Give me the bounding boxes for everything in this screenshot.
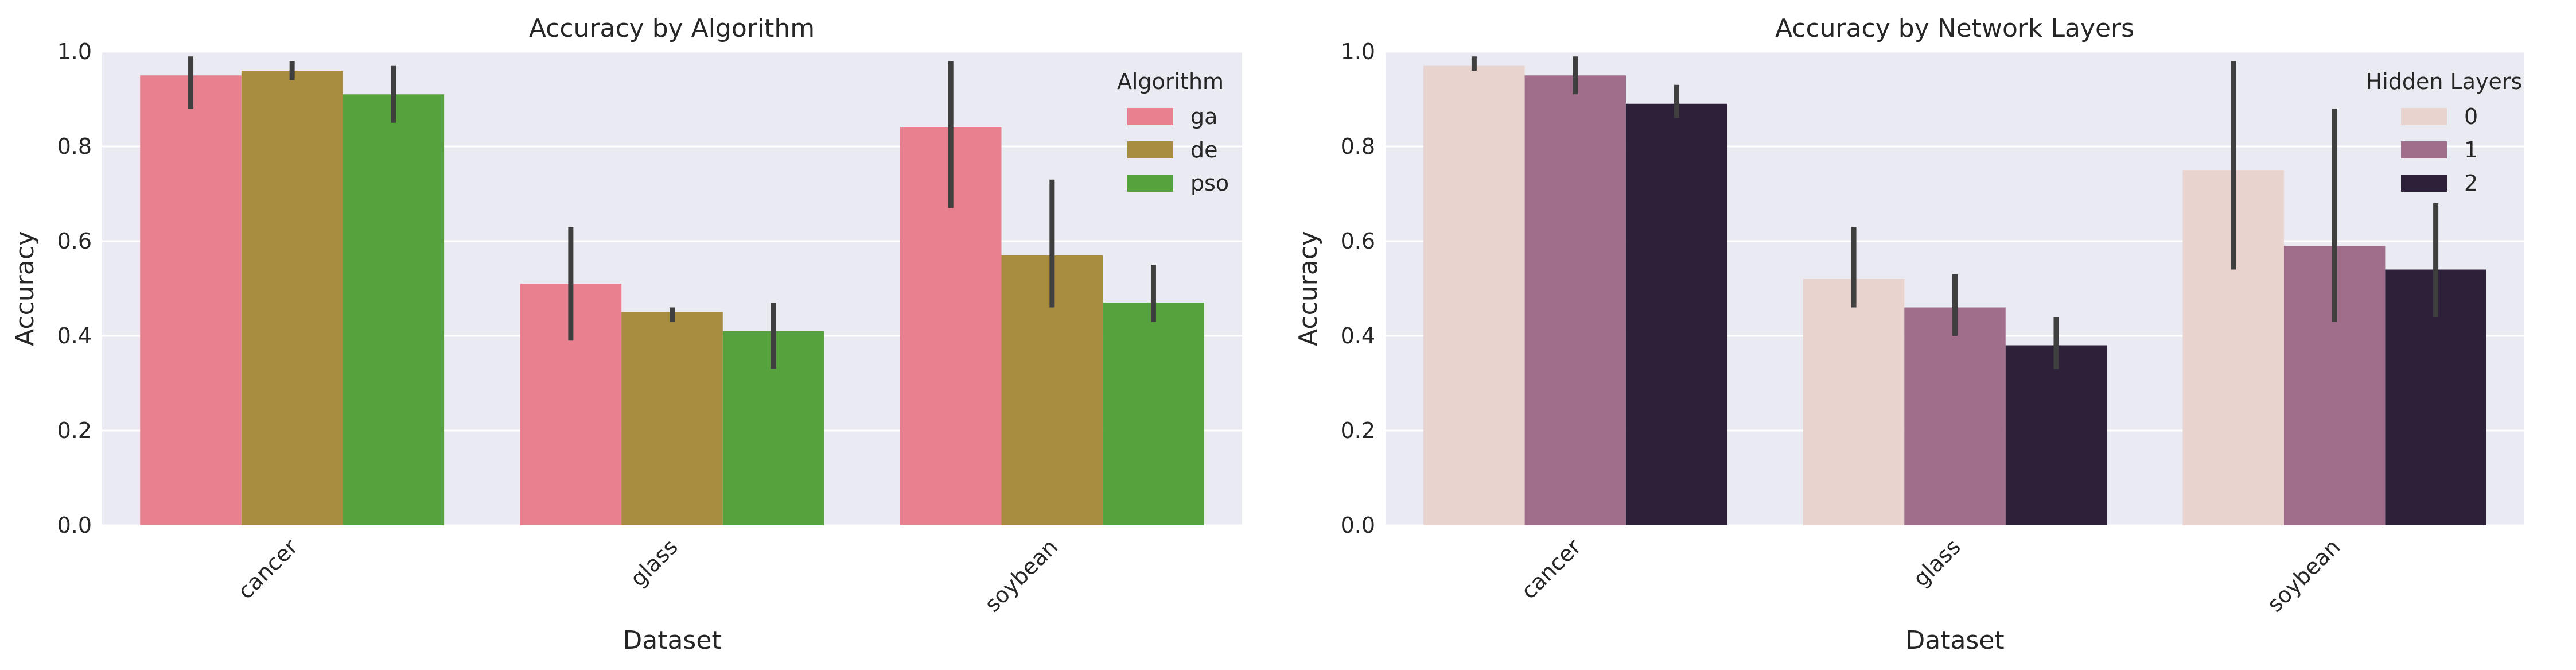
bar-2-cancer: [1626, 103, 1727, 525]
y-axis-label: Accuracy: [10, 231, 40, 346]
bar-pso-cancer: [343, 94, 445, 525]
y-axis-label: Accuracy: [1294, 231, 1323, 346]
x-axis-label: Dataset: [622, 626, 721, 655]
bar-pso-soybean: [1103, 303, 1204, 525]
legend-label-ga: ga: [1190, 104, 1217, 129]
y-tick-label: 0.4: [1341, 323, 1375, 348]
y-tick-label: 0.4: [57, 323, 92, 348]
y-tick-label: 0.2: [57, 418, 92, 443]
legend-swatch-2: [2401, 175, 2447, 192]
bar-0-glass: [1803, 279, 1905, 525]
chart-title: Accuracy by Network Layers: [1775, 14, 2134, 43]
chart-title: Accuracy by Algorithm: [529, 14, 815, 43]
legend-label-1: 1: [2464, 137, 2478, 162]
legend-label-0: 0: [2464, 104, 2478, 129]
y-tick-label: 0.8: [57, 134, 92, 159]
bar-1-glass: [1904, 307, 2006, 525]
y-tick-label: 1.0: [57, 39, 92, 64]
legend-title: Hidden Layers: [2366, 69, 2523, 94]
y-tick-label: 0.6: [1341, 229, 1375, 254]
legend-label-2: 2: [2464, 171, 2478, 196]
bar-de-glass: [621, 312, 723, 525]
y-tick-label: 0.8: [1341, 134, 1375, 159]
bar-de-cancer: [241, 71, 343, 525]
legend-swatch-1: [2401, 141, 2447, 158]
y-tick-label: 0.2: [1341, 418, 1375, 443]
x-axis-label: Dataset: [1905, 626, 2004, 655]
y-tick-label: 0.6: [57, 229, 92, 254]
bar-2-glass: [2005, 345, 2107, 525]
legend-label-de: de: [1190, 137, 1218, 162]
legend-swatch-de: [1127, 141, 1173, 158]
legend-label-pso: pso: [1190, 171, 1229, 196]
y-tick-label: 1.0: [1341, 39, 1375, 64]
y-tick-label: 0.0: [57, 513, 92, 538]
legend-title: Algorithm: [1117, 69, 1224, 94]
bar-ga-cancer: [140, 75, 242, 525]
bar-0-cancer: [1423, 65, 1525, 525]
legend-swatch-ga: [1127, 108, 1173, 125]
legend-swatch-0: [2401, 108, 2447, 125]
bar-1-cancer: [1524, 75, 1626, 525]
y-tick-label: 0.0: [1341, 513, 1375, 538]
legend-swatch-pso: [1127, 175, 1173, 192]
